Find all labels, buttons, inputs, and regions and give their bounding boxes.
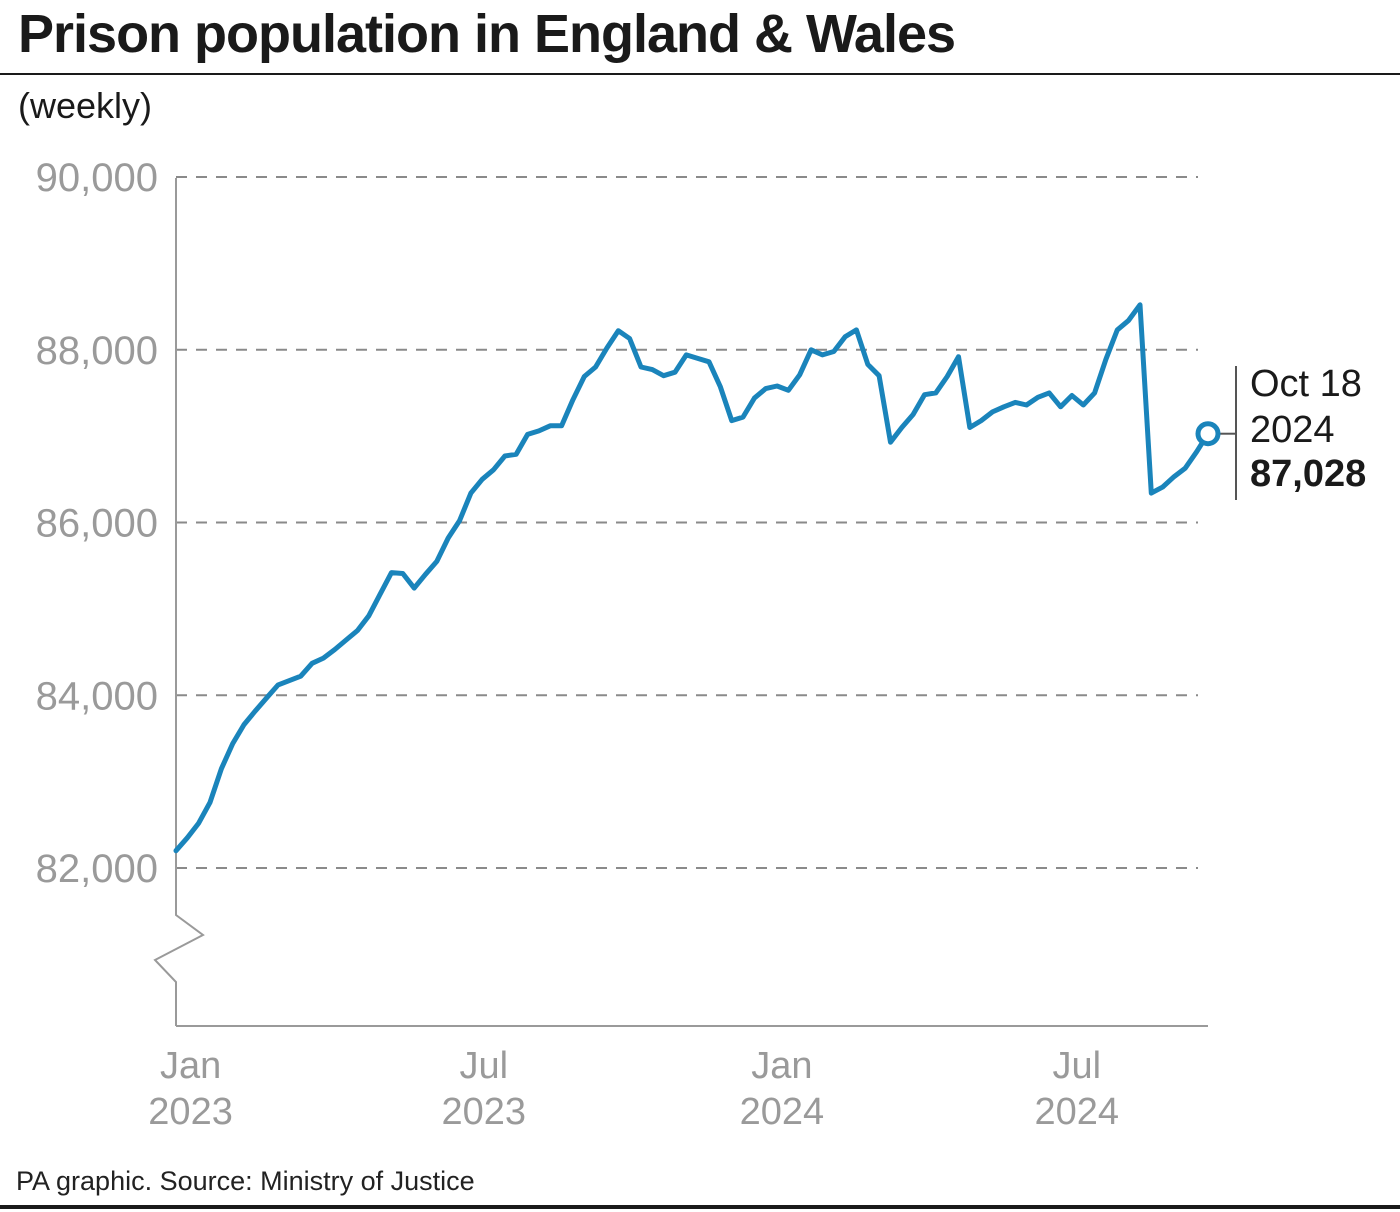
x-tick-year: 2024 — [1034, 1091, 1119, 1133]
end-point-marker — [1195, 421, 1221, 447]
y-tick-label: 82,000 — [36, 847, 158, 891]
axes — [153, 178, 1208, 1027]
y-tick-label: 90,000 — [36, 156, 158, 200]
x-tick-month: Jan — [751, 1045, 812, 1087]
x-tick-month: Jul — [460, 1045, 509, 1087]
y-tick-label: 88,000 — [36, 329, 158, 373]
y-tick-label: 86,000 — [36, 502, 158, 546]
y-axis-line — [153, 178, 205, 1026]
x-tick-year: 2023 — [148, 1091, 233, 1133]
x-tick-year: 2024 — [740, 1091, 825, 1133]
x-tick-year: 2023 — [442, 1091, 527, 1133]
y-tick-label: 84,000 — [36, 674, 158, 718]
footer-rule — [0, 1205, 1400, 1209]
title-rule — [0, 73, 1400, 75]
chart-title: Prison population in England & Wales — [18, 4, 956, 64]
x-tick-month: Jan — [160, 1045, 221, 1087]
chart-subtitle: (weekly) — [18, 85, 153, 126]
series-line — [173, 302, 1211, 854]
annotation-date: Oct 18 — [1250, 363, 1362, 405]
x-tick-month: Jul — [1052, 1045, 1101, 1087]
annotation-value: 87,028 — [1250, 453, 1366, 495]
source-note: PA graphic. Source: Ministry of Justice — [16, 1166, 475, 1196]
y-axis-ticks: 82,000 84,000 86,000 88,000 90,000 — [36, 156, 158, 891]
gridlines — [176, 176, 1198, 869]
annotation-year: 2024 — [1250, 409, 1335, 451]
series-group — [173, 302, 1211, 854]
